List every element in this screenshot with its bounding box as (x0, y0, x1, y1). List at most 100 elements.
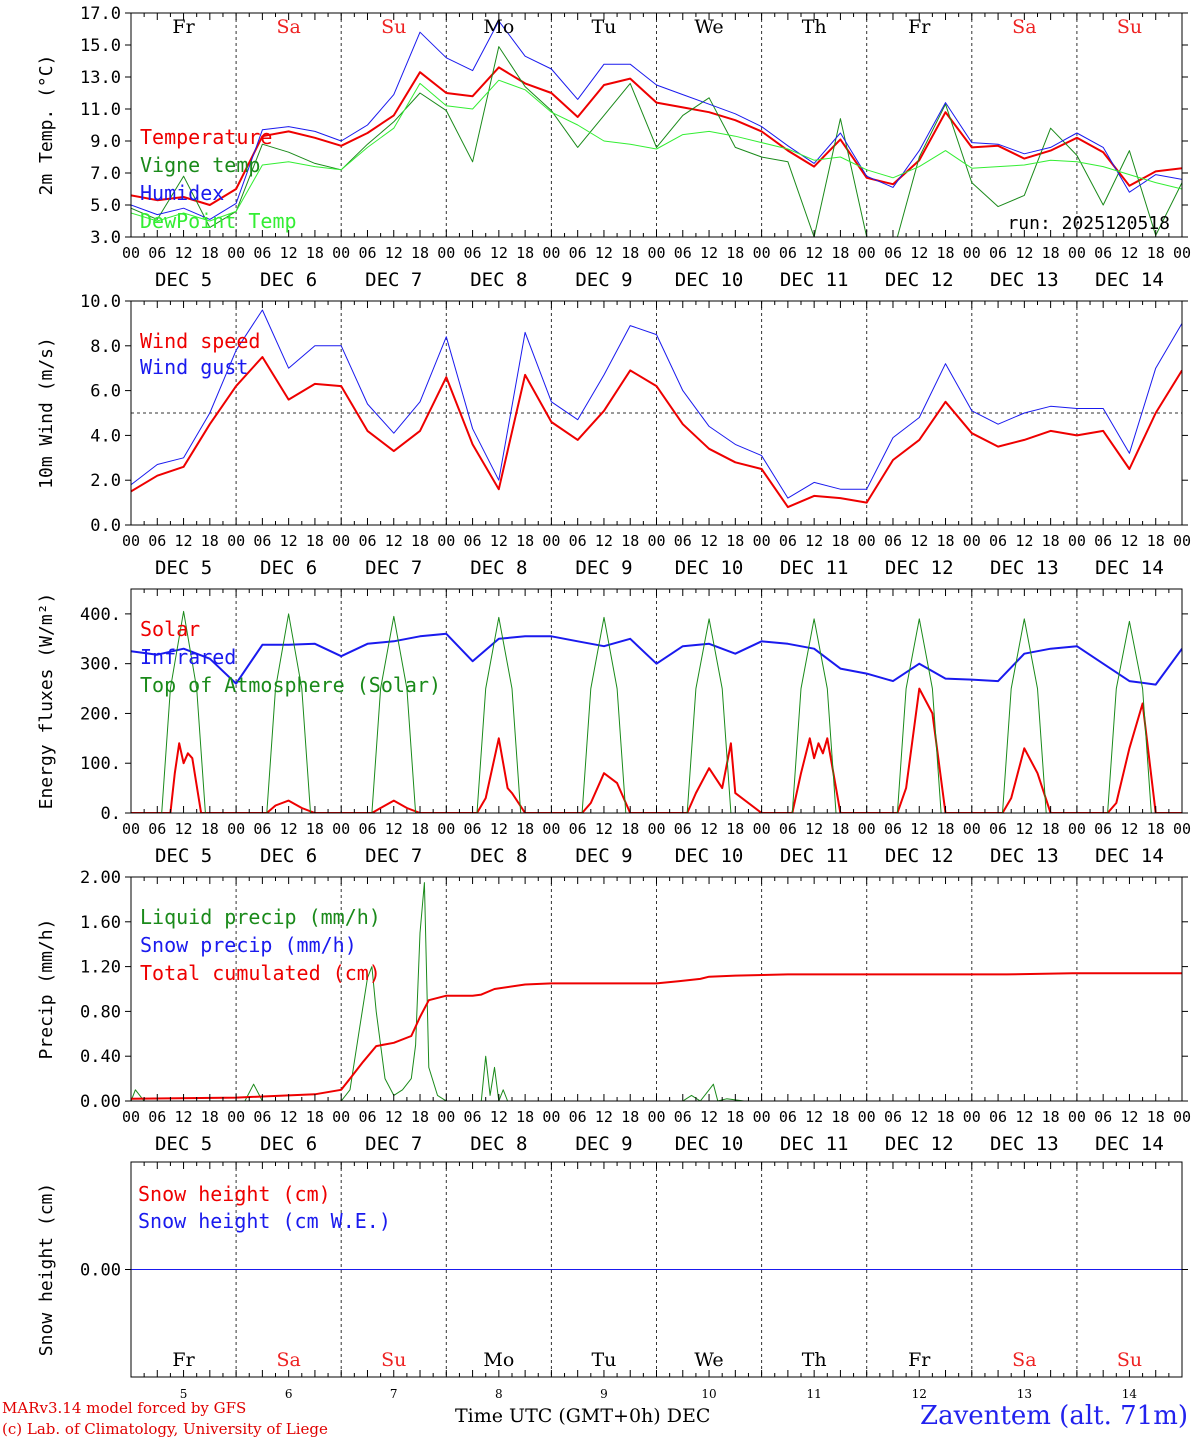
hour-tick-label: 00 (227, 244, 245, 262)
panel-1: 3.0 5.0 7.0 9.0 11.0 13.0 15.0 17.0 2m Temp. (°C… (36, 4, 1191, 291)
hour-tick-label: 00 (542, 532, 560, 550)
hour-tick-label: 00 (437, 244, 455, 262)
hour-tick-label: 12 (280, 1108, 298, 1126)
hour-tick-label: 00 (437, 532, 455, 550)
hour-tick-label: 18 (831, 820, 849, 838)
date-label: DEC 10 (675, 845, 744, 867)
series-line-total-cumulated-cm- (131, 972, 1182, 1100)
hour-tick-label: 06 (569, 244, 587, 262)
legend-entry: Snow precip (mm/h) (140, 933, 357, 957)
y-tick-label: 7.0 (90, 164, 121, 184)
date-label: DEC 11 (780, 557, 849, 579)
lab-credit: (c) Lab. of Climatology, University of L… (2, 1420, 328, 1438)
day-abbr: Sa (1012, 16, 1036, 38)
series-line-wind-speed (131, 356, 1182, 509)
hour-tick-label: 06 (464, 244, 482, 262)
legend-entry: Wind speed (140, 329, 260, 353)
hour-tick-label: 18 (726, 820, 744, 838)
hour-tick-label: 12 (1015, 1108, 1033, 1126)
hour-tick-label: 06 (358, 1108, 376, 1126)
y-tick-label: 17.0 (80, 4, 121, 24)
hour-tick-label: 12 (280, 244, 298, 262)
hour-tick-label: 12 (805, 1108, 823, 1126)
panel-frame (130, 12, 1183, 238)
y-axis-label: Snow height (cm) (36, 1183, 57, 1356)
date-label: DEC 6 (260, 1133, 317, 1155)
panel-frame (130, 588, 1183, 814)
hour-tick-label: 12 (805, 820, 823, 838)
hour-tick-label: 00 (437, 1108, 455, 1126)
hour-tick-label: 18 (1042, 532, 1060, 550)
date-label: DEC 10 (675, 557, 744, 579)
date-label: DEC 11 (780, 269, 849, 291)
hour-tick-label: 00 (963, 820, 981, 838)
hour-tick-label: 06 (569, 1108, 587, 1126)
y-tick-label: 4.0 (90, 426, 121, 446)
hour-tick-label: 18 (936, 244, 954, 262)
day-abbr: Fr (908, 1349, 931, 1371)
series-line-liquid-precip-mm-h- (131, 882, 1182, 1101)
hour-tick-label: 12 (910, 1108, 928, 1126)
day-number: 8 (495, 1387, 503, 1401)
y-tick-label: 0. (101, 804, 121, 824)
y-tick-label: 0.80 (80, 1002, 121, 1022)
hour-tick-label: 06 (1094, 820, 1112, 838)
hour-tick-label: 12 (805, 244, 823, 262)
hour-tick-label: 18 (621, 532, 639, 550)
hour-tick-label: 18 (516, 1108, 534, 1126)
date-label: DEC 14 (1095, 845, 1164, 867)
y-tick-label: 6.0 (90, 382, 121, 402)
hour-tick-label: 12 (385, 820, 403, 838)
hour-tick-label: 12 (910, 532, 928, 550)
legend-entry: Wind gust (140, 355, 248, 379)
legend-entry: Solar (140, 617, 200, 641)
hour-tick-label: 12 (1120, 820, 1138, 838)
hour-tick-label: 18 (726, 1108, 744, 1126)
hour-tick-label: 00 (122, 820, 140, 838)
hour-tick-label: 18 (831, 1108, 849, 1126)
hour-tick-label: 06 (779, 244, 797, 262)
hour-tick-label: 00 (647, 1108, 665, 1126)
hour-tick-label: 18 (516, 532, 534, 550)
hour-tick-label: 00 (332, 1108, 350, 1126)
day-abbr: Sa (276, 16, 300, 38)
hour-tick-label: 06 (1094, 532, 1112, 550)
date-label: DEC 5 (155, 1133, 212, 1155)
hour-tick-label: 00 (542, 820, 560, 838)
hour-tick-label: 12 (175, 820, 193, 838)
hour-tick-label: 06 (1094, 1108, 1112, 1126)
y-tick-label: 200. (80, 704, 121, 724)
y-tick-label: 9.0 (90, 132, 121, 152)
hour-tick-label: 00 (963, 1108, 981, 1126)
hour-tick-label: 06 (884, 1108, 902, 1126)
date-label: DEC 13 (990, 845, 1059, 867)
y-tick-label: 1.20 (80, 958, 121, 978)
day-number: 10 (701, 1387, 716, 1401)
day-abbr: Mo (483, 16, 514, 38)
day-number: 12 (912, 1387, 927, 1401)
y-tick-label: 300. (80, 655, 121, 675)
station-name: Zaventem (alt. 71m) (920, 1401, 1188, 1431)
legend-entry: Snow height (cm W.E.) (138, 1209, 391, 1233)
day-abbr: Fr (908, 16, 931, 38)
hour-tick-label: 12 (700, 244, 718, 262)
hour-tick-label: 12 (1015, 244, 1033, 262)
y-tick-label: 0.40 (80, 1047, 121, 1067)
day-abbr: We (694, 1349, 723, 1371)
hour-tick-label: 12 (595, 1108, 613, 1126)
hour-tick-label: 18 (1042, 244, 1060, 262)
y-tick-label: 8.0 (90, 337, 121, 357)
hour-tick-label: 06 (779, 820, 797, 838)
hour-tick-label: 18 (201, 244, 219, 262)
hour-tick-label: 06 (884, 244, 902, 262)
hour-tick-label: 12 (700, 820, 718, 838)
hour-tick-label: 06 (148, 1108, 166, 1126)
hour-tick-label: 12 (1015, 820, 1033, 838)
hour-tick-label: 06 (989, 532, 1007, 550)
hour-tick-label: 00 (753, 1108, 771, 1126)
day-abbr: We (694, 16, 723, 38)
hour-tick-label: 06 (464, 1108, 482, 1126)
legend-entry: Temperature (140, 125, 272, 149)
legend-entry: DewPoint Temp (140, 209, 297, 233)
date-label: DEC 9 (575, 557, 632, 579)
